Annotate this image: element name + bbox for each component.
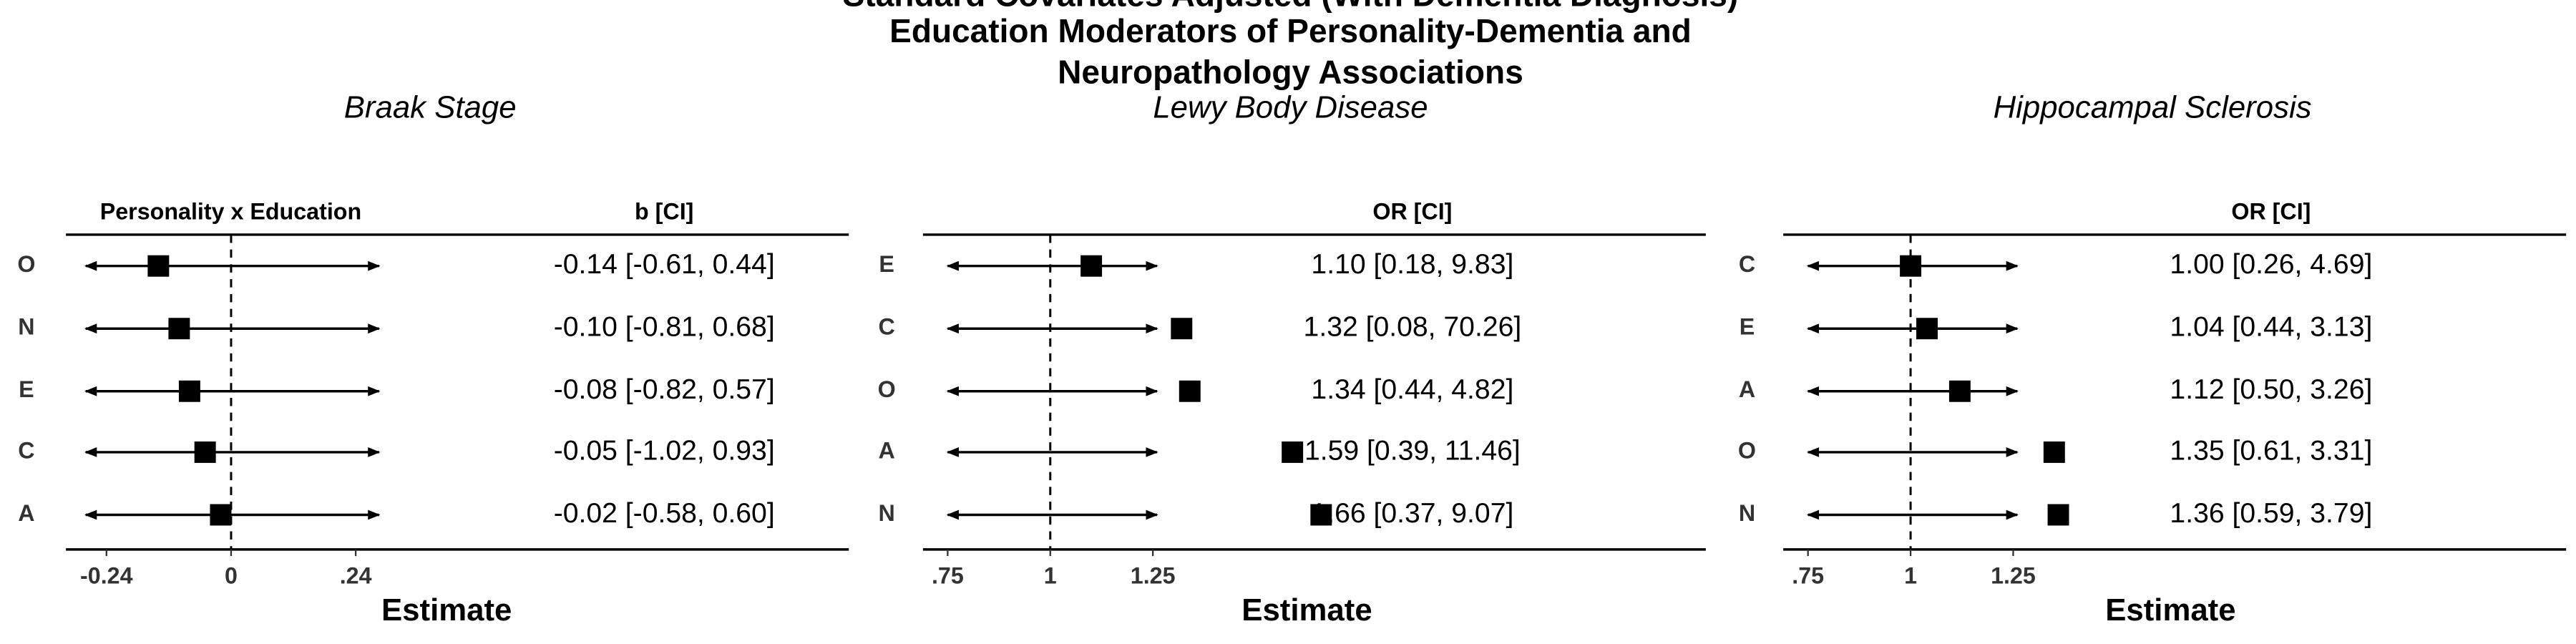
subtitle: Hippocampal Sclerosis (1994, 89, 2312, 125)
value-label: 1.34 [0.44, 4.82] (1311, 374, 1513, 405)
subtitle: Lewy Body Disease (1153, 89, 1428, 125)
estimate-point (1310, 504, 1332, 526)
category-label: A (1739, 376, 1755, 402)
value-label: -0.05 [-1.02, 0.93] (554, 435, 775, 466)
x-tick-label: -0.24 (80, 563, 133, 589)
value-label: 1.36 [0.59, 3.79] (2170, 498, 2372, 529)
column-header: OR [CI] (2231, 199, 2311, 225)
value-label: 1.35 [0.61, 3.31] (2170, 435, 2372, 466)
estimate-point (1171, 318, 1193, 340)
category-label: N (18, 314, 34, 340)
x-tick-label: 1 (1904, 563, 1917, 589)
value-label: 1.32 [0.08, 70.26] (1304, 312, 1522, 343)
value-label: 1.00 [0.26, 4.69] (2170, 249, 2372, 280)
x-axis-label: Estimate (2105, 592, 2235, 628)
category-label: O (878, 376, 896, 402)
category-label: N (1739, 500, 1755, 526)
x-axis-label: Estimate (1241, 592, 1372, 628)
x-axis-label: Estimate (381, 592, 512, 628)
x-tick-label: 1 (1044, 563, 1057, 589)
estimate-point (178, 380, 200, 402)
estimate-point (147, 255, 170, 277)
category-label: E (879, 251, 894, 277)
estimate-point (1282, 441, 1304, 463)
value-label: 1.04 [0.44, 3.13] (2170, 312, 2372, 343)
x-tick-label: .24 (340, 563, 372, 589)
estimate-point (1916, 318, 1938, 340)
x-tick-label: 1.25 (1131, 563, 1176, 589)
value-label: 1.12 [0.50, 3.26] (2170, 374, 2372, 405)
category-label: A (18, 500, 34, 526)
estimate-point (2047, 504, 2069, 526)
value-label: -0.08 [-0.82, 0.57] (554, 374, 775, 405)
category-label: C (879, 314, 895, 340)
value-label: -0.14 [-0.61, 0.44] (554, 249, 775, 280)
value-label: 1.59 [0.39, 11.46] (1304, 435, 1521, 466)
subtitle: Braak Stage (344, 89, 517, 125)
category-label: A (879, 437, 895, 463)
value-label: 1.10 [0.18, 9.83] (1311, 249, 1513, 280)
estimate-point (1179, 380, 1201, 402)
value-label: -0.02 [-0.58, 0.60] (554, 498, 775, 529)
x-tick-label: 1.25 (1991, 563, 2036, 589)
x-tick-label: .75 (932, 563, 964, 589)
estimate-point (1900, 255, 1922, 277)
category-label: N (879, 500, 895, 526)
value-label: 1.66 [0.37, 9.07] (1311, 498, 1513, 529)
estimate-point (2043, 441, 2065, 463)
category-label: O (17, 251, 35, 277)
estimate-point (1948, 380, 1971, 402)
category-label: E (19, 376, 34, 402)
value-label: -0.10 [-0.81, 0.68] (554, 312, 775, 343)
x-tick-label: .75 (1792, 563, 1824, 589)
title-line: Neuropathology Associations (1058, 54, 1523, 91)
title-line: Education Moderators of Personality-Deme… (889, 12, 1692, 49)
column-header: b [CI] (635, 199, 693, 225)
column-header: Personality x Education (100, 199, 361, 225)
x-tick-label: 0 (225, 563, 238, 589)
estimate-point (210, 504, 232, 526)
category-label: E (1740, 314, 1755, 340)
category-label: O (1738, 437, 1756, 463)
category-label: C (1739, 251, 1755, 277)
estimate-point (1080, 255, 1103, 277)
column-header: OR [CI] (1372, 199, 1452, 225)
title-line: Standard Covariates Adjusted (With Demen… (843, 0, 1739, 13)
estimate-point (194, 441, 216, 463)
category-label: C (18, 437, 34, 463)
estimate-point (168, 318, 190, 340)
